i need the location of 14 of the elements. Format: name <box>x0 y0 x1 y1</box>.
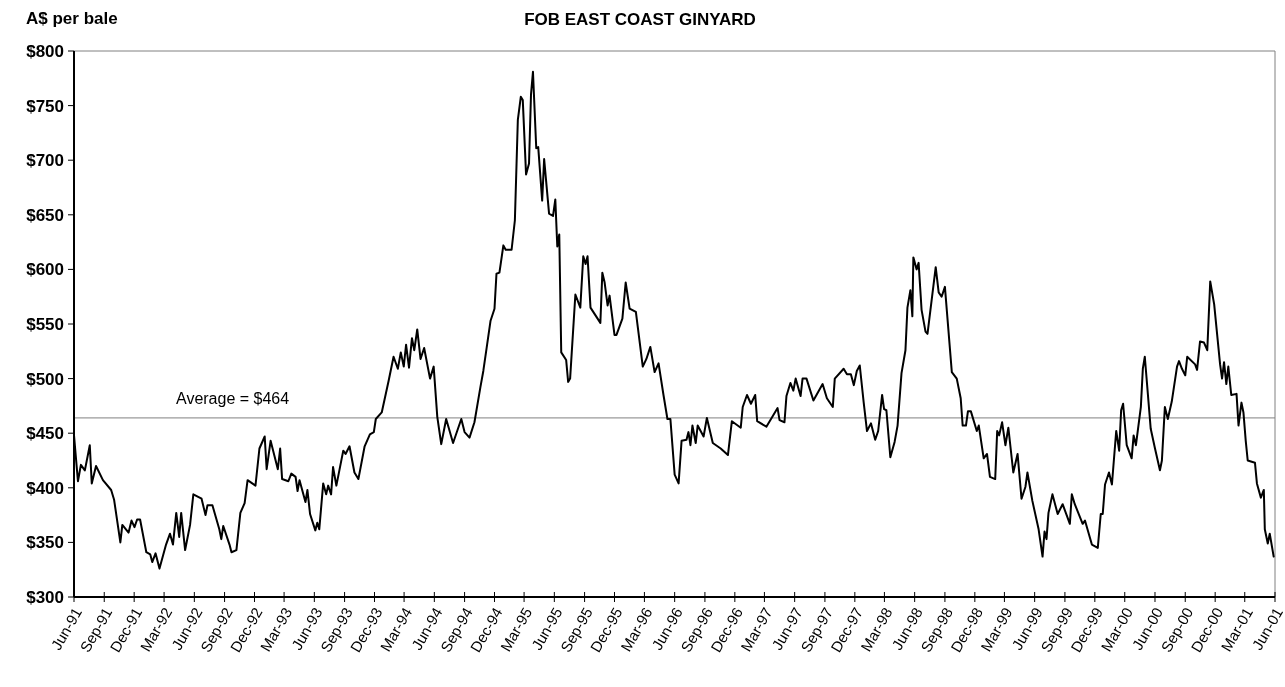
y-tick-label: $300 <box>26 587 64 607</box>
y-axis-title: A$ per bale <box>26 9 118 28</box>
y-tick-label: $500 <box>26 369 64 389</box>
y-tick-label: $700 <box>26 151 64 171</box>
y-tick-label: $600 <box>26 260 64 280</box>
ref-line-label: Average = $464 <box>176 389 290 407</box>
y-tick-label: $650 <box>26 205 64 225</box>
chart-subtitle: FOB EAST COAST GINYARD <box>524 10 756 29</box>
y-tick-label: $350 <box>26 533 64 553</box>
y-tick-label: $800 <box>26 41 64 61</box>
y-tick-label: $400 <box>26 478 64 498</box>
y-tick-label: $750 <box>26 96 64 116</box>
y-tick-label: $550 <box>26 314 64 334</box>
y-tick-label: $450 <box>26 424 64 444</box>
